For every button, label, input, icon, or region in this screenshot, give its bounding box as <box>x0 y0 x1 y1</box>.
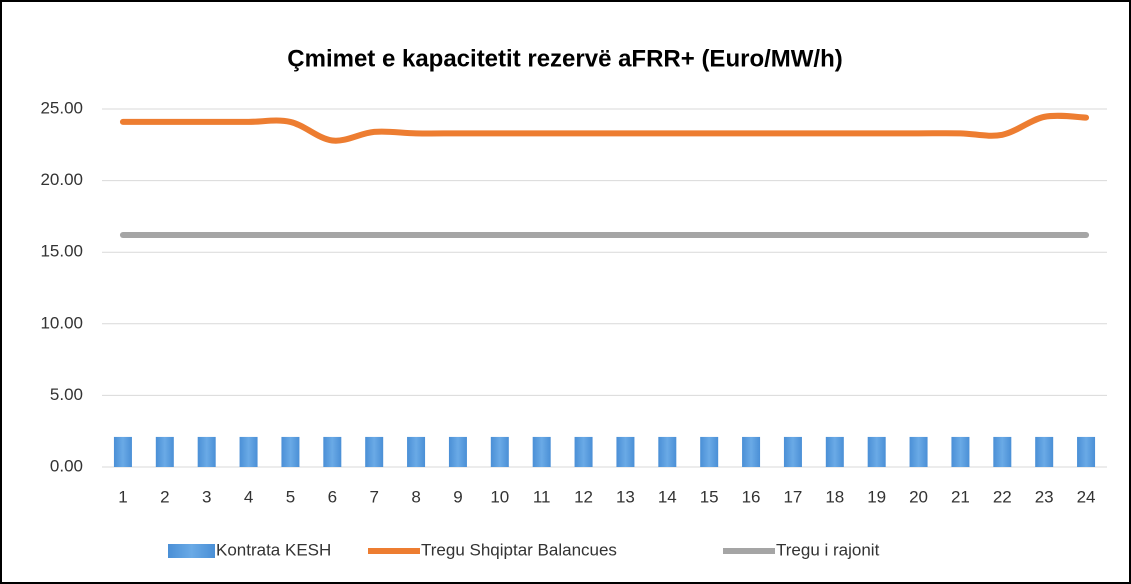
bar <box>616 436 635 467</box>
legend-swatch <box>168 544 215 558</box>
bar <box>909 436 928 467</box>
bar <box>281 436 300 467</box>
bar <box>658 436 677 467</box>
bar <box>365 436 384 467</box>
bar <box>197 436 216 467</box>
bar <box>155 436 174 467</box>
x-tick-label: 14 <box>658 487 677 506</box>
y-tick-label: 5.00 <box>50 385 83 404</box>
bar <box>951 436 970 467</box>
x-tick-label: 23 <box>1035 487 1054 506</box>
x-tick-label: 4 <box>244 487 253 506</box>
x-tick-label: 21 <box>951 487 970 506</box>
x-tick-label: 11 <box>533 487 551 506</box>
x-tick-label: 16 <box>742 487 761 506</box>
x-tick-label: 1 <box>118 487 127 506</box>
legend-label: Tregu i rajonit <box>776 540 880 559</box>
bar <box>1035 436 1054 467</box>
y-tick-label: 0.00 <box>50 456 83 475</box>
legend-label: Kontrata KESH <box>216 540 331 559</box>
x-tick-label: 15 <box>700 487 719 506</box>
x-tick-label: 12 <box>574 487 593 506</box>
x-tick-label: 22 <box>993 487 1012 506</box>
line-series <box>119 112 1090 144</box>
bar <box>700 436 719 467</box>
x-tick-label: 7 <box>369 487 378 506</box>
y-tick-label: 10.00 <box>40 313 83 332</box>
x-tick-label: 13 <box>616 487 635 506</box>
bar <box>1077 436 1096 467</box>
x-tick-label: 8 <box>411 487 420 506</box>
x-tick-label: 17 <box>783 487 802 506</box>
bar <box>825 436 844 467</box>
bar <box>407 436 426 467</box>
x-tick-label: 18 <box>825 487 844 506</box>
y-tick-label: 15.00 <box>40 242 83 261</box>
x-tick-label: 3 <box>202 487 211 506</box>
bar <box>742 436 761 467</box>
x-tick-label: 6 <box>328 487 337 506</box>
bar <box>574 436 593 467</box>
bar <box>783 436 802 467</box>
x-tick-label: 2 <box>160 487 169 506</box>
bar <box>239 436 258 467</box>
x-tick-label: 9 <box>453 487 462 506</box>
x-tick-label: 10 <box>490 487 509 506</box>
x-tick-label: 24 <box>1077 487 1096 506</box>
x-tick-label: 5 <box>286 487 295 506</box>
bar <box>867 436 886 467</box>
bar <box>113 436 132 467</box>
bar <box>448 436 467 467</box>
bar <box>532 436 551 467</box>
y-tick-label: 25.00 <box>40 98 83 117</box>
bar <box>323 436 342 467</box>
x-tick-label: 20 <box>909 487 928 506</box>
chart-title: Çmimet e kapacitetit rezervë aFRR+ (Euro… <box>287 45 842 72</box>
x-tick-label: 19 <box>867 487 886 506</box>
y-tick-label: 20.00 <box>40 170 83 189</box>
bar <box>490 436 509 467</box>
legend-label: Tregu Shqiptar Balancues <box>421 540 617 559</box>
bar <box>993 436 1012 467</box>
